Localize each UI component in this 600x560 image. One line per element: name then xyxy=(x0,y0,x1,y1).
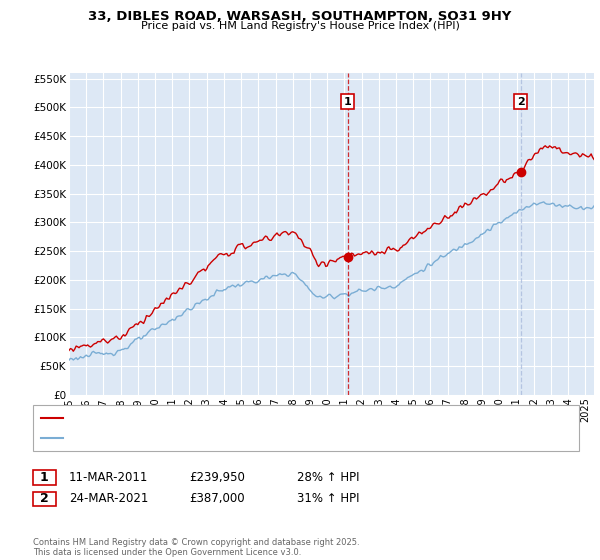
Text: 1: 1 xyxy=(40,470,49,484)
Text: £239,950: £239,950 xyxy=(189,470,245,484)
Text: Contains HM Land Registry data © Crown copyright and database right 2025.
This d: Contains HM Land Registry data © Crown c… xyxy=(33,538,359,557)
Text: 2: 2 xyxy=(40,492,49,505)
Text: HPI: Average price, semi-detached house, Fareham: HPI: Average price, semi-detached house,… xyxy=(68,433,318,443)
Text: Price paid vs. HM Land Registry's House Price Index (HPI): Price paid vs. HM Land Registry's House … xyxy=(140,21,460,31)
Text: 28% ↑ HPI: 28% ↑ HPI xyxy=(297,470,359,484)
Text: 31% ↑ HPI: 31% ↑ HPI xyxy=(297,492,359,505)
Text: 33, DIBLES ROAD, WARSASH, SOUTHAMPTON, SO31 9HY: 33, DIBLES ROAD, WARSASH, SOUTHAMPTON, S… xyxy=(88,10,512,23)
Text: 2: 2 xyxy=(517,96,524,106)
Text: £387,000: £387,000 xyxy=(189,492,245,505)
Text: 24-MAR-2021: 24-MAR-2021 xyxy=(69,492,148,505)
Text: 33, DIBLES ROAD, WARSASH, SOUTHAMPTON, SO31 9HY (semi-detached house): 33, DIBLES ROAD, WARSASH, SOUTHAMPTON, S… xyxy=(68,413,461,423)
Text: 1: 1 xyxy=(344,96,352,106)
Text: 11-MAR-2011: 11-MAR-2011 xyxy=(69,470,148,484)
